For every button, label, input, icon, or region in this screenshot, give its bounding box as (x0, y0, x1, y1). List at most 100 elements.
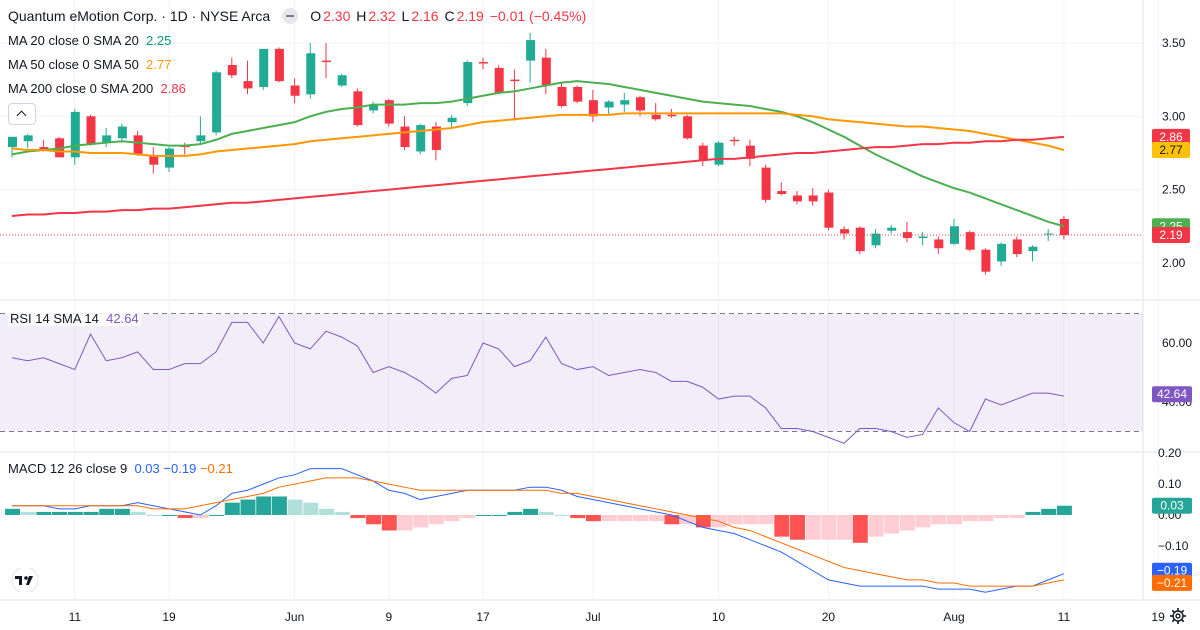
macd-line (12, 468, 1065, 593)
macd-tick-label: 0.10 (1158, 477, 1182, 491)
candle-body (604, 101, 614, 108)
macd-histogram-bar (790, 515, 805, 540)
macd-histogram-bar (1056, 505, 1072, 515)
macd-histogram-bar (774, 515, 790, 537)
x-tick-label: Jul (585, 610, 600, 624)
candle-body (871, 233, 881, 246)
candle-body (400, 126, 410, 148)
ma200-value: 2.86 (160, 81, 186, 96)
candle-body (588, 100, 598, 117)
macd-histogram-bar (742, 515, 758, 525)
macd-histogram-bar (413, 515, 429, 528)
macd-histogram-bar (884, 515, 900, 534)
ma50-price-badge: 2.77 (1159, 143, 1183, 157)
x-tick-label: Jun (285, 610, 304, 624)
macd-value: 0.03 (134, 461, 160, 476)
macd-histogram-bar (224, 502, 240, 515)
macd-histogram-bar (523, 508, 539, 515)
candle-body (887, 227, 897, 231)
change-value: −0.01 (−0.45%) (489, 8, 587, 24)
macd-histogram-bar (146, 515, 162, 516)
price-pane (0, 32, 1143, 275)
macd-histogram-bar (585, 515, 601, 522)
collapse-legend-button[interactable] (8, 103, 36, 125)
macd-histogram-bar (5, 508, 20, 515)
candle-body (1028, 246, 1038, 252)
ma200-price-badge: 2.86 (1159, 130, 1183, 144)
candle-body (730, 139, 740, 142)
macd-histogram-bar (67, 511, 83, 515)
macd-badge: −0.19 (1157, 564, 1188, 578)
candle-body (965, 232, 975, 250)
candle-body (557, 86, 567, 107)
macd-histogram-bar (821, 515, 837, 540)
macd-histogram-bar (837, 515, 853, 540)
rsi-value: 42.64 (106, 311, 139, 326)
x-tick-label: 10 (712, 610, 726, 624)
macd-histogram-bar (20, 511, 36, 515)
macd-histogram-bar (287, 499, 303, 515)
price-tick-label: 2.50 (1162, 183, 1186, 197)
candle-body (149, 155, 159, 165)
candle-body (824, 192, 834, 228)
high-value: 2.32 (368, 8, 396, 24)
ohlc-values: O 2.30 H 2.32 L 2.16 C 2.19 −0.01 (−0.45%) (310, 8, 587, 24)
candle-body (384, 100, 394, 124)
x-tick-label: 11 (1058, 610, 1071, 624)
ma200-price-badge-bg (1152, 128, 1190, 145)
macd-badge-bg (1152, 574, 1192, 591)
symbol-title[interactable]: Quantum eMotion Corp. · 1D · NYSE Arca (8, 8, 271, 24)
candle-body (541, 57, 551, 86)
candle-body (714, 142, 724, 165)
macd-histogram-bar (507, 511, 523, 515)
macd-histogram-bar (397, 515, 413, 531)
macd-histogram-bar (601, 515, 617, 522)
macd-histogram-bar (554, 515, 570, 516)
candle-body (698, 145, 708, 161)
candle-body (259, 48, 269, 87)
macd-histogram-bar (633, 515, 648, 522)
ma200-legend[interactable]: MA 200 close 0 SMA 200 2.86 (8, 81, 186, 96)
macd-legend[interactable]: MACD 12 26 close 9 0.03 −0.19 −0.21 (8, 461, 233, 476)
macd-histogram-bar (350, 515, 366, 519)
ma50-legend[interactable]: MA 50 close 0 SMA 50 2.77 (8, 57, 172, 72)
macd-histogram-bar (476, 515, 491, 516)
macd-histogram-bar (617, 515, 633, 522)
macd-line (12, 477, 1064, 587)
candle-body (212, 72, 222, 133)
axes: 11 19 Jun 9 17 Jul 10 20 Aug 11 19 3.50 3.00 2.50 2.00… (69, 36, 1193, 624)
candle-body (479, 62, 488, 64)
macd-histogram-bar (52, 511, 68, 515)
macd-histogram-bar (695, 515, 711, 528)
settings-gear-icon[interactable] (1169, 607, 1187, 625)
macd-histogram-bar (994, 515, 1010, 519)
last-price-badge: 2.19 (1159, 228, 1183, 242)
macd-histogram-bar (915, 515, 931, 528)
close-value: 2.19 (456, 8, 484, 24)
macd-histogram-bar (570, 515, 586, 519)
candle-body (902, 232, 912, 238)
ma20-legend[interactable]: MA 20 close 0 SMA 20 2.25 (8, 33, 172, 48)
rsi-badge-bg (1152, 386, 1192, 403)
candle-body (840, 229, 850, 234)
macd-histogram-bar (664, 515, 680, 525)
candle-body (981, 249, 991, 272)
macd-tick-label: 0.20 (1158, 446, 1182, 460)
macd-histogram-bar (868, 515, 884, 537)
candle-body (793, 195, 802, 202)
candle-body (322, 60, 331, 63)
candle-body (855, 227, 865, 252)
macd-histogram-bar (1025, 511, 1041, 515)
candle-body (447, 117, 457, 123)
macd-histogram-bar (538, 511, 554, 515)
visibility-toggle-icon[interactable] (282, 8, 299, 24)
candle-body (274, 48, 284, 82)
macd-hist-value: −0.21 (199, 461, 233, 476)
price-tick-label: 2.00 (1162, 256, 1186, 270)
macd-histogram-bar (114, 508, 130, 515)
macd-histogram-bar (381, 515, 397, 531)
rsi-tick-label: 60.00 (1162, 336, 1192, 350)
rsi-legend[interactable]: RSI 14 SMA 14 42.64 (8, 311, 141, 326)
ma50-price-badge-bg (1152, 142, 1190, 159)
